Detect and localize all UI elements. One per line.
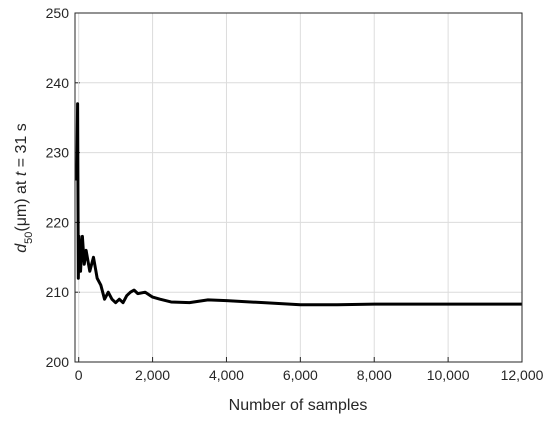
- x-tick-label: 6,000: [283, 367, 318, 383]
- y-tick-label: 240: [46, 75, 70, 91]
- plot-frame: [74, 12, 523, 363]
- x-tick-label: 4,000: [209, 367, 244, 383]
- y-axis-label: d50(μm) at t = 31 s: [13, 123, 35, 253]
- data-line: [75, 102, 522, 307]
- y-tick-label: 220: [46, 214, 70, 230]
- y-label-part: 50: [23, 232, 35, 244]
- x-tick-label: 8,000: [357, 367, 392, 383]
- y-label-part: (μm) at: [13, 176, 30, 231]
- y-tick-label: 230: [46, 145, 70, 161]
- y-tick-label: 210: [46, 284, 70, 300]
- x-axis-label: Number of samples: [229, 397, 368, 414]
- y-label-part: = 31 s: [13, 123, 30, 171]
- y-tick-label: 250: [46, 5, 70, 21]
- x-tick-label: 12,000: [501, 367, 544, 383]
- x-tick-label: 10,000: [427, 367, 470, 383]
- x-tick-label: 0: [75, 367, 83, 383]
- y-label-part: t: [13, 171, 30, 176]
- y-label-part: d: [13, 243, 30, 253]
- x-tick-label: 2,000: [135, 367, 170, 383]
- y-tick-label: 200: [46, 354, 70, 370]
